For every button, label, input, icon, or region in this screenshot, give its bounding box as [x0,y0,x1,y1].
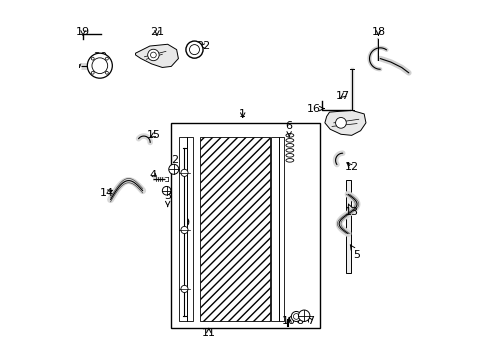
Text: 19: 19 [76,27,90,37]
Text: 2: 2 [171,156,178,172]
Circle shape [291,311,301,321]
Text: 22: 22 [196,41,210,51]
Circle shape [168,164,179,174]
Circle shape [162,186,171,195]
Circle shape [335,117,346,128]
Bar [278,137,284,321]
Circle shape [105,57,108,60]
Circle shape [91,57,94,60]
Text: 10: 10 [282,316,296,326]
Circle shape [150,52,156,58]
Text: 8: 8 [296,316,303,326]
Circle shape [87,53,112,78]
Text: 21: 21 [150,27,163,37]
Circle shape [181,285,188,293]
Text: 3: 3 [164,191,171,207]
Circle shape [181,169,188,176]
Bar [200,137,269,321]
Bar [345,180,350,273]
Circle shape [185,41,203,58]
Text: 13: 13 [344,204,358,217]
Text: 15: 15 [146,130,160,140]
Text: 9: 9 [182,218,189,228]
Circle shape [147,49,159,61]
Text: 5: 5 [349,245,360,260]
Polygon shape [135,44,178,67]
Circle shape [298,310,309,321]
Text: 17: 17 [335,91,349,101]
Polygon shape [324,111,365,135]
Text: 20: 20 [93,52,107,62]
Circle shape [105,71,108,74]
Bar [270,137,278,321]
Text: 4: 4 [149,170,157,180]
Circle shape [293,314,299,319]
Text: 18: 18 [371,27,385,37]
Text: 14: 14 [100,188,114,198]
Text: 1: 1 [239,109,246,119]
Text: 16: 16 [306,104,324,113]
Text: 6: 6 [285,121,292,137]
Circle shape [181,226,188,234]
Bar [179,137,187,321]
Circle shape [189,45,199,55]
Circle shape [91,71,94,74]
Text: 12: 12 [344,162,358,172]
Bar [187,137,192,321]
Text: 7: 7 [306,316,313,326]
Text: 11: 11 [202,328,215,338]
Circle shape [92,58,107,73]
Bar [171,123,319,328]
